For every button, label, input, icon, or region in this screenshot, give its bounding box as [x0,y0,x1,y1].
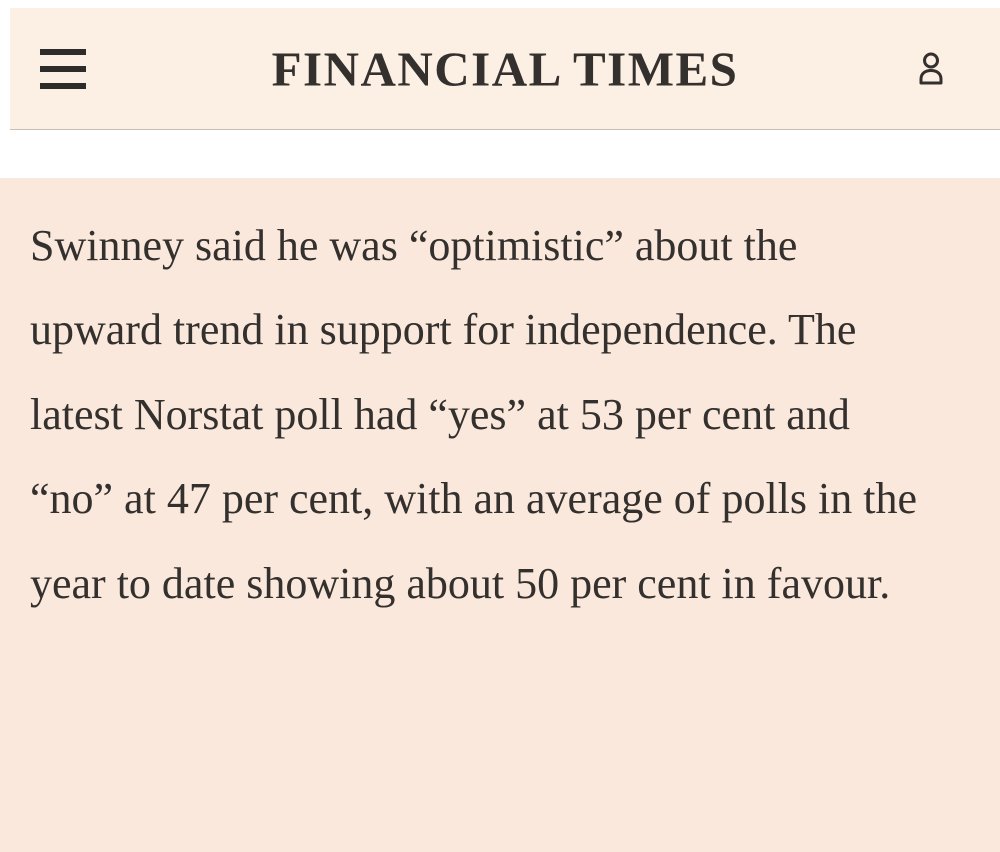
person-icon [919,52,943,84]
article-content-area: Swinney said he was “optimistic” about t… [0,178,1000,852]
masthead-title[interactable]: FINANCIAL TIMES [271,41,739,96]
hamburger-icon [40,48,86,55]
hamburger-icon [40,65,86,72]
top-nav-bar: FINANCIAL TIMES [10,8,1000,130]
hamburger-icon [40,82,86,89]
article-paragraph: Swinney said he was “optimistic” about t… [30,221,918,608]
account-button[interactable] [914,51,948,87]
hamburger-menu-button[interactable] [40,48,86,89]
